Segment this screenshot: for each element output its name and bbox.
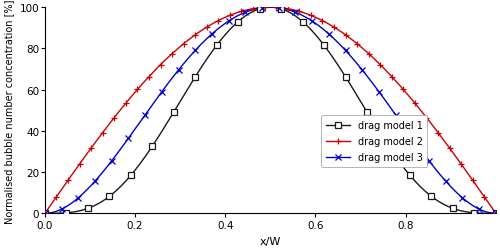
Legend: drag model 1, drag model 2, drag model 3: drag model 1, drag model 2, drag model 3 — [320, 116, 428, 167]
Y-axis label: Normalised bubble number concentration [%]: Normalised bubble number concentration [… — [4, 0, 14, 222]
X-axis label: x/W: x/W — [260, 236, 281, 246]
